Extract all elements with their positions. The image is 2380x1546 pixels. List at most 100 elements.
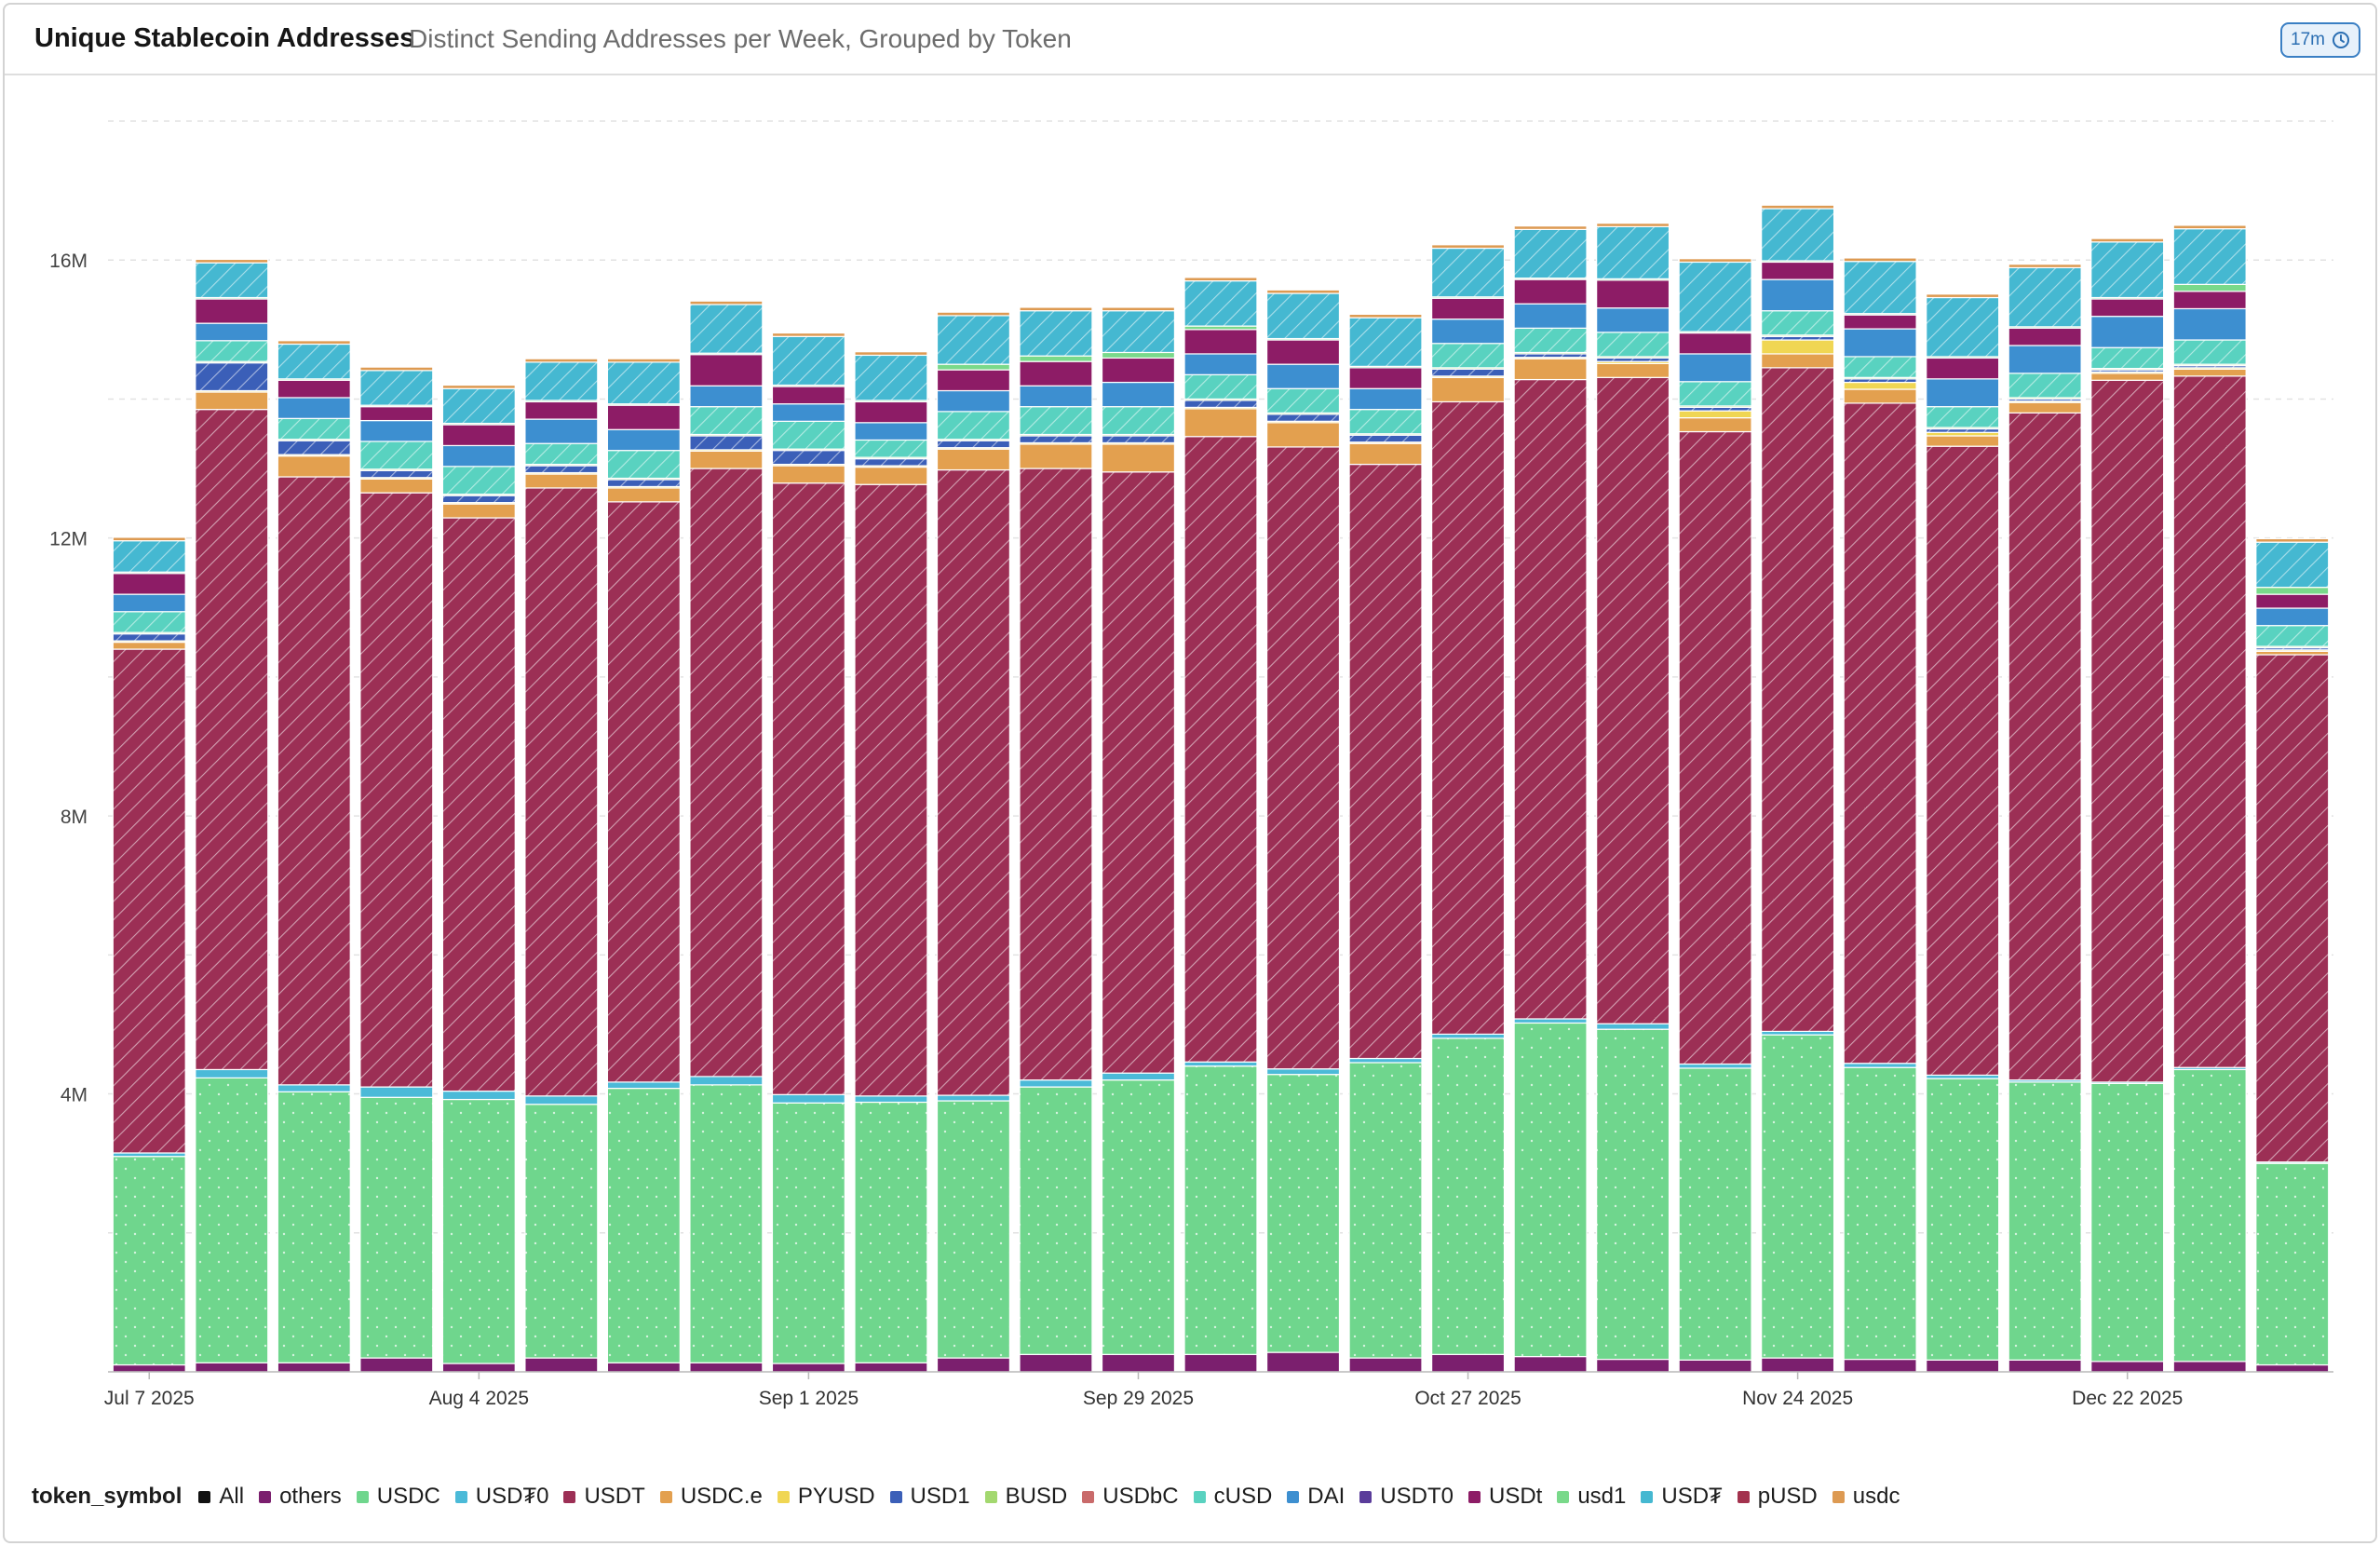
bar-segment-USD₮0[interactable] (606, 1081, 681, 1090)
bar-segment-USDt[interactable] (1596, 279, 1670, 309)
bar-segment-usdc[interactable] (1348, 313, 1423, 319)
bar-segment-others[interactable] (771, 1363, 845, 1373)
bar-segment-cUSD[interactable] (936, 411, 1010, 441)
bar-segment-USD₮[interactable] (1183, 280, 1258, 327)
bar-segment-cUSD[interactable] (1926, 406, 2000, 428)
bar-segment-USDC.e[interactable] (441, 503, 516, 519)
bar-segment-others[interactable] (1265, 1351, 1341, 1373)
bar-segment-USD₮0[interactable] (524, 1095, 599, 1105)
bar-segment-USDT[interactable] (1183, 436, 1258, 1063)
bar-segment-usdc[interactable] (1843, 257, 1917, 263)
bar-segment-cUSD[interactable] (1265, 387, 1341, 414)
legend-item[interactable]: USD1 (889, 1484, 970, 1510)
bar-segment-others[interactable] (2008, 1359, 2082, 1373)
bar-segment-cUSD[interactable] (1101, 406, 1176, 436)
bar-segment-USD₮0[interactable] (1843, 1063, 1917, 1068)
bar-segment-PYUSD[interactable] (1678, 410, 1752, 419)
bar-segment-usdc[interactable] (1761, 204, 1835, 210)
bar-segment-USDt[interactable] (195, 298, 269, 324)
bar-segment-USD1[interactable] (1183, 400, 1258, 408)
bar-segment-USDT[interactable] (1431, 400, 1506, 1035)
bar-segment-DAI[interactable] (112, 593, 186, 613)
bar-stack[interactable] (2255, 537, 2330, 1373)
bar-segment-USD1[interactable] (1348, 434, 1423, 443)
bar-segment-others[interactable] (2090, 1361, 2165, 1373)
bar-segment-cUSD[interactable] (1431, 343, 1506, 369)
bar-stack[interactable] (359, 366, 434, 1373)
bar-segment-cUSD[interactable] (689, 406, 764, 436)
legend-item[interactable]: BUSD (984, 1484, 1067, 1510)
bar-segment-USDC[interactable] (1183, 1065, 1258, 1355)
bar-segment-USDC[interactable] (1678, 1067, 1752, 1361)
bar-stack[interactable] (2172, 224, 2247, 1373)
bar-stack[interactable] (854, 351, 928, 1373)
bar-segment-USDt[interactable] (1348, 367, 1423, 389)
bar-segment-usdc[interactable] (2172, 224, 2247, 230)
bar-segment-cUSD[interactable] (1183, 373, 1258, 400)
bar-segment-others[interactable] (1348, 1357, 1423, 1373)
bar-segment-usdc[interactable] (606, 358, 681, 363)
bar-segment-others[interactable] (112, 1363, 186, 1373)
bar-segment-cUSD[interactable] (854, 439, 928, 458)
bar-segment-USDC.e[interactable] (1678, 416, 1752, 433)
bar-segment-USDC.e[interactable] (689, 450, 764, 469)
bar-segment-USD1[interactable] (359, 469, 434, 479)
bar-segment-USDt[interactable] (771, 386, 845, 405)
bar-segment-usdc[interactable] (854, 351, 928, 357)
bar-segment-USD₮[interactable] (1843, 261, 1917, 315)
bar-segment-USD1[interactable] (441, 495, 516, 504)
bar-stack[interactable] (1678, 258, 1752, 1373)
bar-segment-USDC.e[interactable] (1183, 408, 1258, 438)
bar-segment-usdc[interactable] (359, 366, 434, 372)
bar-segment-USD₮0[interactable] (359, 1086, 434, 1098)
bar-segment-USDt[interactable] (1926, 357, 2000, 380)
bar-segment-cUSD[interactable] (2008, 373, 2082, 399)
bar-stack[interactable] (1019, 306, 1093, 1373)
legend-item[interactable]: usdc (1832, 1484, 1900, 1510)
bar-segment-others[interactable] (2172, 1361, 2247, 1373)
bar-stack[interactable] (524, 358, 599, 1373)
bar-segment-USDt[interactable] (606, 404, 681, 430)
bar-segment-USD₮[interactable] (689, 304, 764, 354)
bar-segment-USD₮[interactable] (1761, 208, 1835, 262)
bar-segment-USDC[interactable] (1596, 1028, 1670, 1361)
bar-segment-USD₮0[interactable] (1431, 1033, 1506, 1039)
bar-segment-DAI[interactable] (441, 444, 516, 468)
bar-segment-USDT[interactable] (524, 487, 599, 1097)
bar-segment-USDC[interactable] (1926, 1078, 2000, 1361)
bar-segment-USD₮0[interactable] (1183, 1061, 1258, 1067)
bar-stack[interactable] (2090, 237, 2165, 1373)
bar-segment-USDt[interactable] (689, 354, 764, 386)
bar-segment-USDC.e[interactable] (2008, 401, 2082, 414)
bar-segment-USDT[interactable] (1678, 430, 1752, 1065)
bar-segment-usd1[interactable] (2172, 283, 2247, 292)
bar-segment-USD₮[interactable] (1265, 292, 1341, 340)
bar-segment-PYUSD[interactable] (1843, 381, 1917, 390)
bar-segment-USDT[interactable] (2008, 412, 2082, 1081)
bar-segment-cUSD[interactable] (2090, 346, 2165, 370)
bar-segment-cUSD[interactable] (1596, 332, 1670, 358)
bar-segment-USD₮0[interactable] (1596, 1023, 1670, 1030)
bar-segment-others[interactable] (1843, 1358, 1917, 1373)
bar-segment-DAI[interactable] (1348, 387, 1423, 411)
legend-item[interactable]: usd1 (1557, 1484, 1626, 1510)
bar-segment-usdc[interactable] (1101, 306, 1176, 312)
bar-segment-USD₮[interactable] (1926, 296, 2000, 358)
bar-segment-cUSD[interactable] (524, 442, 599, 466)
bar-segment-USDC.e[interactable] (195, 391, 269, 411)
bar-segment-others[interactable] (854, 1362, 928, 1373)
bar-segment-DAI[interactable] (2255, 607, 2330, 627)
bar-segment-USDC.e[interactable] (771, 465, 845, 484)
legend-item[interactable]: USDt (1467, 1484, 1542, 1510)
bar-segment-USDC.e[interactable] (1513, 358, 1588, 381)
bar-segment-USDC.e[interactable] (606, 487, 681, 503)
bar-segment-USDt[interactable] (441, 424, 516, 447)
bar-segment-cUSD[interactable] (1761, 310, 1835, 336)
bar-segment-USD1[interactable] (277, 440, 351, 455)
bar-segment-USD₮0[interactable] (936, 1094, 1010, 1102)
bar-segment-USDt[interactable] (1265, 339, 1341, 365)
bar-segment-USDT[interactable] (441, 517, 516, 1092)
bar-stack[interactable] (277, 340, 351, 1373)
bar-segment-USDT[interactable] (2255, 654, 2330, 1163)
bar-segment-USDC[interactable] (2172, 1068, 2247, 1363)
